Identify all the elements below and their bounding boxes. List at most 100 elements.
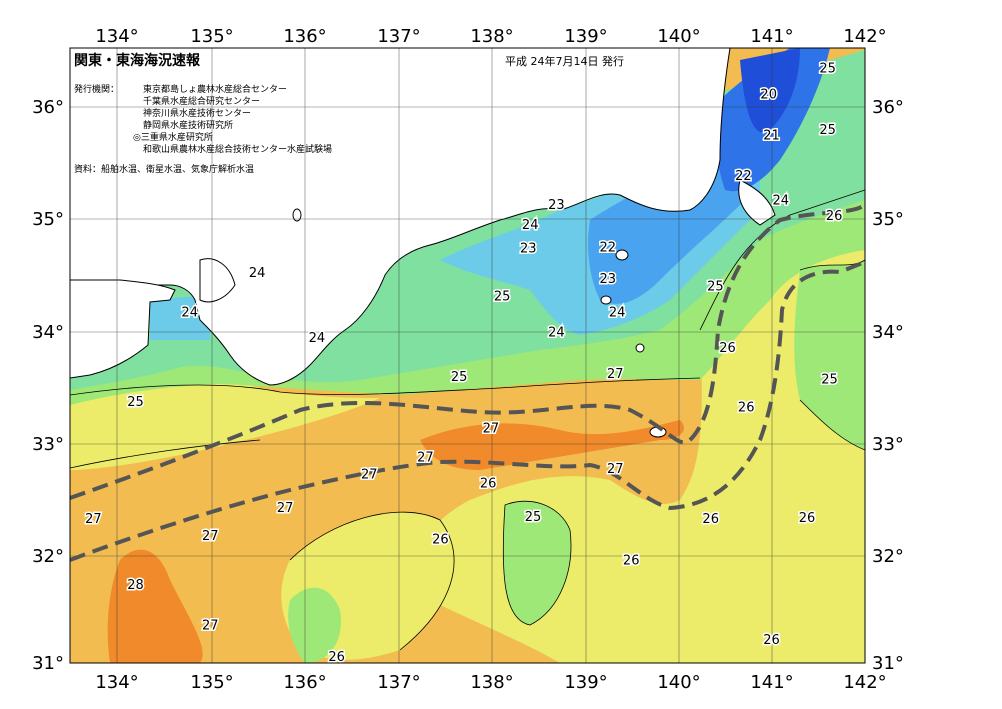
zone-28-b: [420, 420, 684, 470]
lon-top-139: 139°: [564, 26, 607, 47]
isotherm-label: 25: [707, 280, 724, 295]
isotherm-label: 25: [525, 510, 542, 525]
lon-top-137: 137°: [377, 26, 420, 47]
lon-bottom-137: 137°: [377, 672, 420, 693]
isotherm-label: 20: [760, 87, 777, 102]
zone-26-west: [70, 380, 380, 470]
zone-20: [740, 48, 800, 133]
isotherm-label: 24: [522, 218, 539, 233]
zone-28: [107, 549, 203, 663]
issuer-label: 発行機関：: [74, 83, 119, 95]
isotherm-label: 24: [548, 326, 565, 341]
isotherm-label: 26: [763, 633, 780, 648]
zone-25-east: [794, 260, 865, 450]
axis-labels: 134° 135° 136° 137° 138° 139° 140° 141° …: [32, 26, 904, 693]
isotherm-label: 24: [309, 331, 326, 346]
kuroshio-axis: [70, 203, 865, 562]
lon-bottom-136: 136°: [283, 672, 326, 693]
isotherm-label: 26: [432, 532, 449, 547]
isotherm-label: 26: [738, 400, 755, 415]
issuer-2: 千葉県水産総合研究センター: [143, 95, 260, 107]
issuer-4: 静岡県水産技術研究所: [143, 119, 233, 131]
isotherm-label: 25: [819, 123, 836, 138]
isotherm-label: 26: [799, 511, 816, 526]
lon-bottom-138: 138°: [470, 672, 513, 693]
lat-left-36: 36°: [32, 97, 64, 118]
lat-right-34: 34°: [872, 322, 904, 343]
land: [70, 48, 776, 438]
map-title: 関東・東海海況速報: [74, 52, 201, 69]
isotherm-label: 27: [483, 422, 500, 437]
lon-bottom-142: 142°: [843, 672, 886, 693]
graticule: [70, 48, 865, 663]
isotherm-label: 27: [607, 462, 624, 477]
lat-right-33: 33°: [872, 434, 904, 455]
lon-top-142: 142°: [843, 26, 886, 47]
issuer-6: 和歌山県農林水産総合技術センター水産試験場: [143, 143, 332, 155]
isotherm-label: 26: [719, 341, 736, 356]
issuer-1: 東京都島しょ農林水産総合センター: [143, 83, 287, 95]
lon-bottom-140: 140°: [657, 672, 700, 693]
lon-bottom-139: 139°: [564, 672, 607, 693]
lat-left-33: 33°: [32, 434, 64, 455]
isotherm-label: 26: [328, 650, 345, 665]
isotherm-label: 25: [494, 290, 511, 305]
isotherm-label: 27: [361, 468, 378, 483]
lon-top-135: 135°: [190, 26, 233, 47]
kuroshio-outer-line: [70, 260, 865, 562]
temperature-field: 20 21 22 23 22 23 23 24 24 25 25 24 24 24 24 24 25 25 26 26…: [70, 48, 865, 665]
isotherm-label: 25: [819, 62, 836, 77]
isotherm-label: 27: [607, 367, 624, 382]
isotherm-label: 22: [735, 169, 752, 184]
issuer-5: ◎三重県水産研究所: [133, 131, 213, 143]
isotherm-label: 25: [821, 373, 838, 388]
isotherm-label: 27: [85, 512, 102, 527]
isotherm-label: 27: [202, 619, 219, 634]
lon-bottom-135: 135°: [190, 672, 233, 693]
zone-25-south2: [288, 587, 341, 663]
issuer-3: 神奈川県水産技術センター: [143, 107, 251, 119]
isotherm-label: 21: [763, 129, 780, 144]
lon-bottom-141: 141°: [750, 672, 793, 693]
isotherm-label: 23: [548, 198, 565, 213]
map-frame: [69, 47, 866, 664]
lon-top-140: 140°: [657, 26, 700, 47]
isotherm-label: 25: [451, 370, 468, 385]
isotherm-label: 26: [702, 512, 719, 527]
kuroshio-inner-line: [70, 203, 865, 500]
isotherm-label: 24: [609, 305, 626, 320]
lat-right-35: 35°: [872, 209, 904, 230]
lat-left-31: 31°: [32, 653, 64, 674]
data-source: 資料：船舶水温、衛星水温、気象庁解析水温: [74, 163, 254, 175]
lon-top-138: 138°: [470, 26, 513, 47]
isotherm-label: 24: [773, 194, 790, 209]
lon-top-141: 141°: [750, 26, 793, 47]
isotherm-label: 25: [127, 395, 144, 410]
isotherm-label: 24: [181, 305, 198, 320]
lon-bottom-134: 134°: [95, 672, 138, 693]
isotherm-label: 22: [600, 241, 617, 256]
lat-right-32: 32°: [872, 546, 904, 567]
isotherm-label: 27: [417, 451, 434, 466]
lat-right-31: 31°: [872, 653, 904, 674]
isotherm-label: 24: [249, 266, 266, 281]
header: 関東・東海海況速報 平成 24年7月14日 発行 発行機関： 東京都島しょ農林水…: [74, 52, 624, 175]
isotherm-label: 27: [202, 529, 219, 544]
lon-top-136: 136°: [283, 26, 326, 47]
isotherm-label: 23: [600, 272, 617, 287]
lon-top-134: 134°: [95, 26, 138, 47]
zone-25-south: [503, 501, 571, 625]
lat-left-34: 34°: [32, 322, 64, 343]
isotherm-label: 27: [277, 501, 294, 516]
issue-date: 平成 24年7月14日 発行: [505, 54, 624, 68]
zone-23-west: [150, 295, 210, 340]
lat-left-32: 32°: [32, 546, 64, 567]
isotherm-label: 26: [826, 209, 843, 224]
lat-left-35: 35°: [32, 209, 64, 230]
lat-right-36: 36°: [872, 97, 904, 118]
isotherm-label: 28: [127, 578, 144, 593]
isotherm-label: 26: [623, 554, 640, 569]
isotherm-label: 23: [520, 242, 537, 257]
isotherm-labels: 20 21 22 23 22 23 23 24 24 25 25 24 24 24 24 24 25 25 26 26…: [84, 60, 844, 665]
